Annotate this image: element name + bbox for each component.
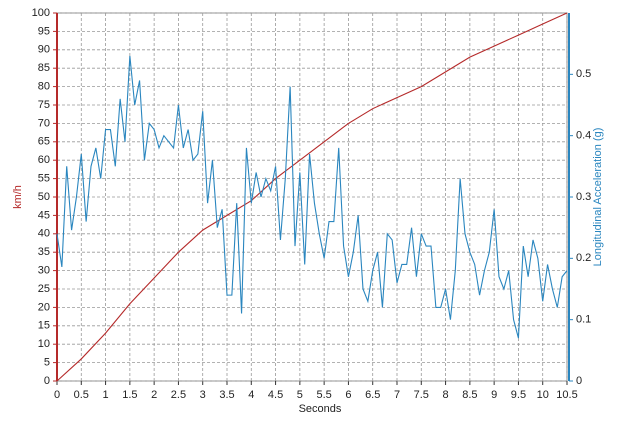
x-tick-label: 2: [151, 389, 157, 401]
y-tick-label: 10: [38, 338, 50, 350]
x-tick-label: 5: [297, 389, 303, 401]
y-tick-label: 60: [38, 154, 50, 166]
x-tick-label: 7: [394, 389, 400, 401]
x-tick-label: 6.5: [365, 389, 380, 401]
x-tick-label: 2.5: [171, 389, 186, 401]
x-tick-label: 1: [103, 389, 109, 401]
y-tick-label: 95: [38, 25, 50, 37]
x-tick-label: 10.5: [556, 389, 577, 401]
x-tick-label: 10: [537, 389, 549, 401]
y-tick-label: 65: [38, 136, 50, 148]
x-tick-label: 1.5: [122, 389, 137, 401]
y2-tick-label: 0.3: [576, 191, 591, 203]
data-line: [56, 55, 568, 339]
y-tick-label: 100: [32, 7, 50, 19]
x-tick-label: 9: [491, 389, 497, 401]
y2-tick-label: 0.5: [576, 68, 591, 80]
y-tick-label: 75: [38, 99, 50, 111]
y2-tick-label: 0.2: [576, 252, 591, 264]
y-tick-label: 55: [38, 173, 50, 185]
x-tick-label: 8: [443, 389, 449, 401]
x-tick-label: 9.5: [511, 389, 526, 401]
y-tick-label: 90: [38, 44, 50, 56]
data-line: [56, 12, 568, 382]
x-tick-label: 7.5: [414, 389, 429, 401]
y2-tick-label: 0: [576, 375, 582, 387]
y-tick-label: 85: [38, 62, 50, 74]
x-tick-label: 6: [345, 389, 351, 401]
x-axis-label: Seconds: [299, 403, 342, 415]
y-tick-label: 70: [38, 117, 50, 129]
x-tick-label: 4.5: [268, 389, 283, 401]
y2-tick-label: 0.1: [576, 314, 591, 326]
x-tick-label: 0.5: [74, 389, 89, 401]
x-tick-label: 3: [200, 389, 206, 401]
y-tick-label: 50: [38, 191, 50, 203]
y-tick-label: 45: [38, 209, 50, 221]
y-tick-label: 5: [44, 357, 50, 369]
y-tick-label: 15: [38, 320, 50, 332]
y-tick-label: 40: [38, 228, 50, 240]
x-tick-label: 5.5: [316, 389, 331, 401]
y-tick-label: 25: [38, 283, 50, 295]
x-tick-label: 8.5: [462, 389, 477, 401]
y-tick-label: 20: [38, 301, 50, 313]
y-tick-label: 30: [38, 265, 50, 277]
y-tick-label: 80: [38, 81, 50, 93]
x-tick-label: 0: [54, 389, 60, 401]
x-tick-label: 4: [248, 389, 254, 401]
y2-tick-label: 0.4: [576, 130, 591, 142]
y-axis-label: km/h: [12, 185, 24, 209]
x-tick-label: 3.5: [219, 389, 234, 401]
y-tick-label: 0: [44, 375, 50, 387]
y2-axis-label: Longitudinal Acceleration (g): [592, 128, 604, 267]
y-tick-label: 35: [38, 246, 50, 258]
